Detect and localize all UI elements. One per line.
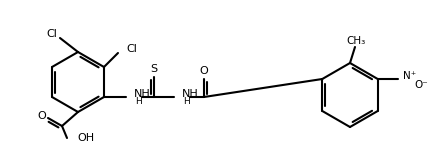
Text: N⁺: N⁺ — [403, 71, 416, 81]
Text: H: H — [135, 97, 142, 106]
Text: NH: NH — [134, 89, 151, 99]
Text: NH: NH — [182, 89, 199, 99]
Text: O⁻: O⁻ — [415, 80, 428, 90]
Text: CH₃: CH₃ — [347, 36, 366, 46]
Text: O: O — [200, 66, 208, 76]
Text: Cl: Cl — [126, 44, 137, 54]
Text: O: O — [38, 111, 46, 121]
Text: OH: OH — [77, 133, 94, 143]
Text: H: H — [183, 97, 190, 106]
Text: Cl: Cl — [46, 29, 57, 39]
Text: S: S — [150, 64, 157, 74]
